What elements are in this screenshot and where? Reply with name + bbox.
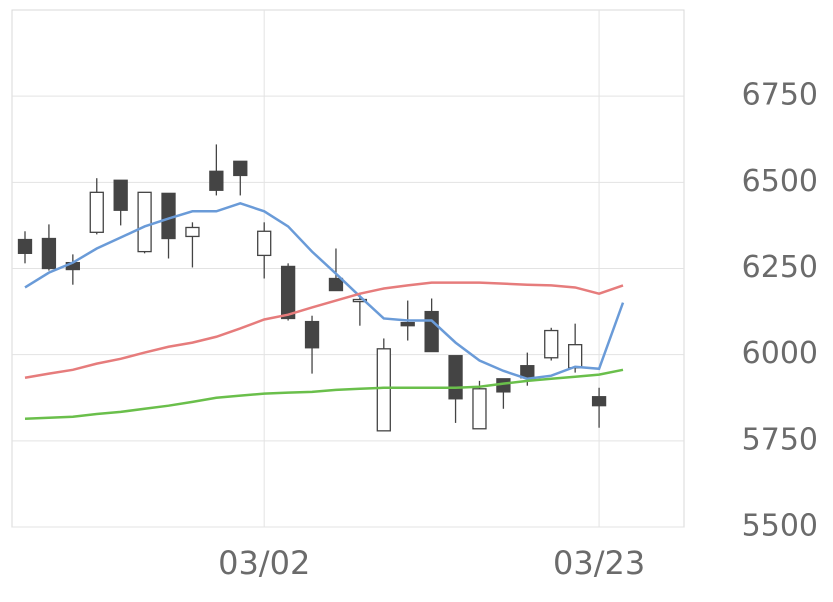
candle-body	[89, 191, 104, 233]
candle-body	[185, 226, 200, 238]
candle-body	[520, 365, 535, 379]
candle-body	[41, 237, 57, 270]
moving-average-line	[24, 202, 625, 381]
y-tick-label: 6250	[742, 250, 818, 285]
candle-body	[400, 321, 415, 327]
candle-body	[472, 388, 487, 430]
candle-body	[137, 191, 152, 253]
candle-body	[257, 230, 272, 257]
y-tick-label: 5500	[742, 509, 818, 544]
moving-average-line	[24, 368, 624, 421]
candle-body	[568, 344, 583, 369]
y-tick-label: 5750	[742, 422, 818, 457]
y-tick-label: 6500	[742, 164, 818, 199]
candle-body	[17, 238, 33, 254]
x-tick-label: 03/02	[218, 544, 310, 582]
y-tick-label: 6750	[742, 78, 818, 113]
candle-body	[352, 298, 368, 303]
candle-body	[209, 170, 224, 191]
candle-body	[304, 320, 320, 349]
moving-average-line	[24, 281, 624, 379]
candle-body	[448, 355, 463, 400]
y-tick-label: 6000	[742, 336, 818, 371]
candle-body	[376, 348, 391, 432]
candle-body	[280, 265, 296, 320]
candle-body	[424, 310, 439, 353]
candle-body	[591, 396, 607, 407]
candle-body	[113, 179, 128, 211]
candle-body	[233, 160, 248, 177]
candle-body	[328, 277, 344, 292]
candle-body	[544, 329, 559, 359]
x-tick-label: 03/23	[553, 544, 645, 582]
